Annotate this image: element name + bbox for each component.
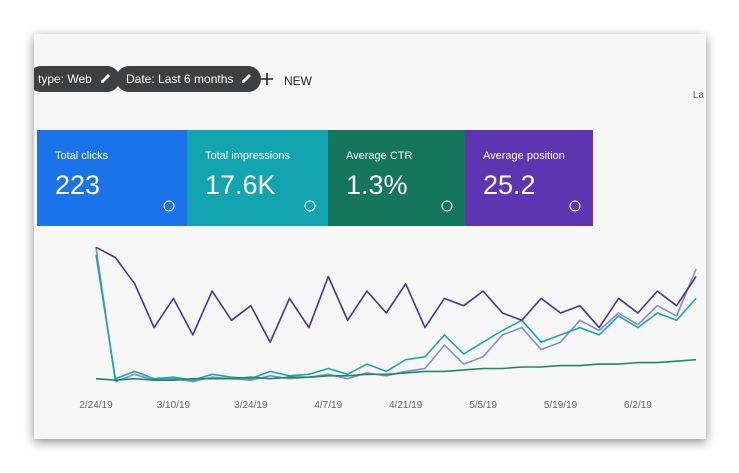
chip-label: Date: Last 6 months (126, 72, 234, 86)
filter-chip[interactable]: Date: Last 6 months (116, 66, 262, 92)
x-tick-label: 2/24/19 (79, 400, 113, 411)
x-tick-label: 3/10/19 (157, 400, 191, 411)
metric-card[interactable]: Total impressions 17.6K (187, 130, 328, 226)
series-line (95, 246, 697, 343)
filter-chip[interactable]: type: Web (34, 66, 120, 92)
metric-value: 25.2 (483, 170, 536, 200)
x-tick-label: 5/19/19 (544, 400, 578, 411)
chart: 2/24/19 3/10/19 3/24/19 4/7/19 4/21/19 5/5/19… (79, 246, 697, 411)
metric-value: 17.6K (205, 170, 276, 200)
screen: type: Web Date: Last 6 months NEW La Tot… (34, 34, 706, 439)
plus-icon (261, 73, 273, 85)
x-tick-label: 3/24/19 (234, 400, 268, 411)
x-tick-label: 4/7/19 (314, 400, 342, 411)
new-button[interactable]: NEW (284, 74, 312, 88)
series-line (95, 358, 697, 381)
edit-icon (100, 74, 110, 83)
help-icon[interactable] (569, 200, 581, 212)
metric-label: Total impressions (205, 150, 290, 162)
chip-label: type: Web (38, 72, 92, 86)
metric-value: 223 (55, 170, 101, 200)
x-tick-label: 4/21/19 (389, 400, 423, 411)
help-icon[interactable] (441, 200, 453, 212)
corner-text: La (692, 90, 704, 101)
metric-value: 1.3% (346, 170, 408, 200)
metric-card[interactable]: Average position 25.2 (465, 130, 593, 226)
metric-label: Total clicks (55, 150, 109, 162)
series-line (95, 247, 697, 383)
help-icon[interactable] (304, 200, 316, 212)
metric-card[interactable]: Average CTR 1.3% (328, 130, 465, 226)
help-icon[interactable] (163, 200, 175, 212)
metric-card[interactable]: Total clicks 223 (37, 130, 187, 226)
edit-icon (242, 74, 252, 83)
metric-label: Average CTR (346, 150, 413, 162)
metric-label: Average position (483, 150, 565, 162)
x-tick-label: 5/5/19 (469, 400, 497, 411)
x-tick-label: 6/2/19 (624, 400, 652, 411)
